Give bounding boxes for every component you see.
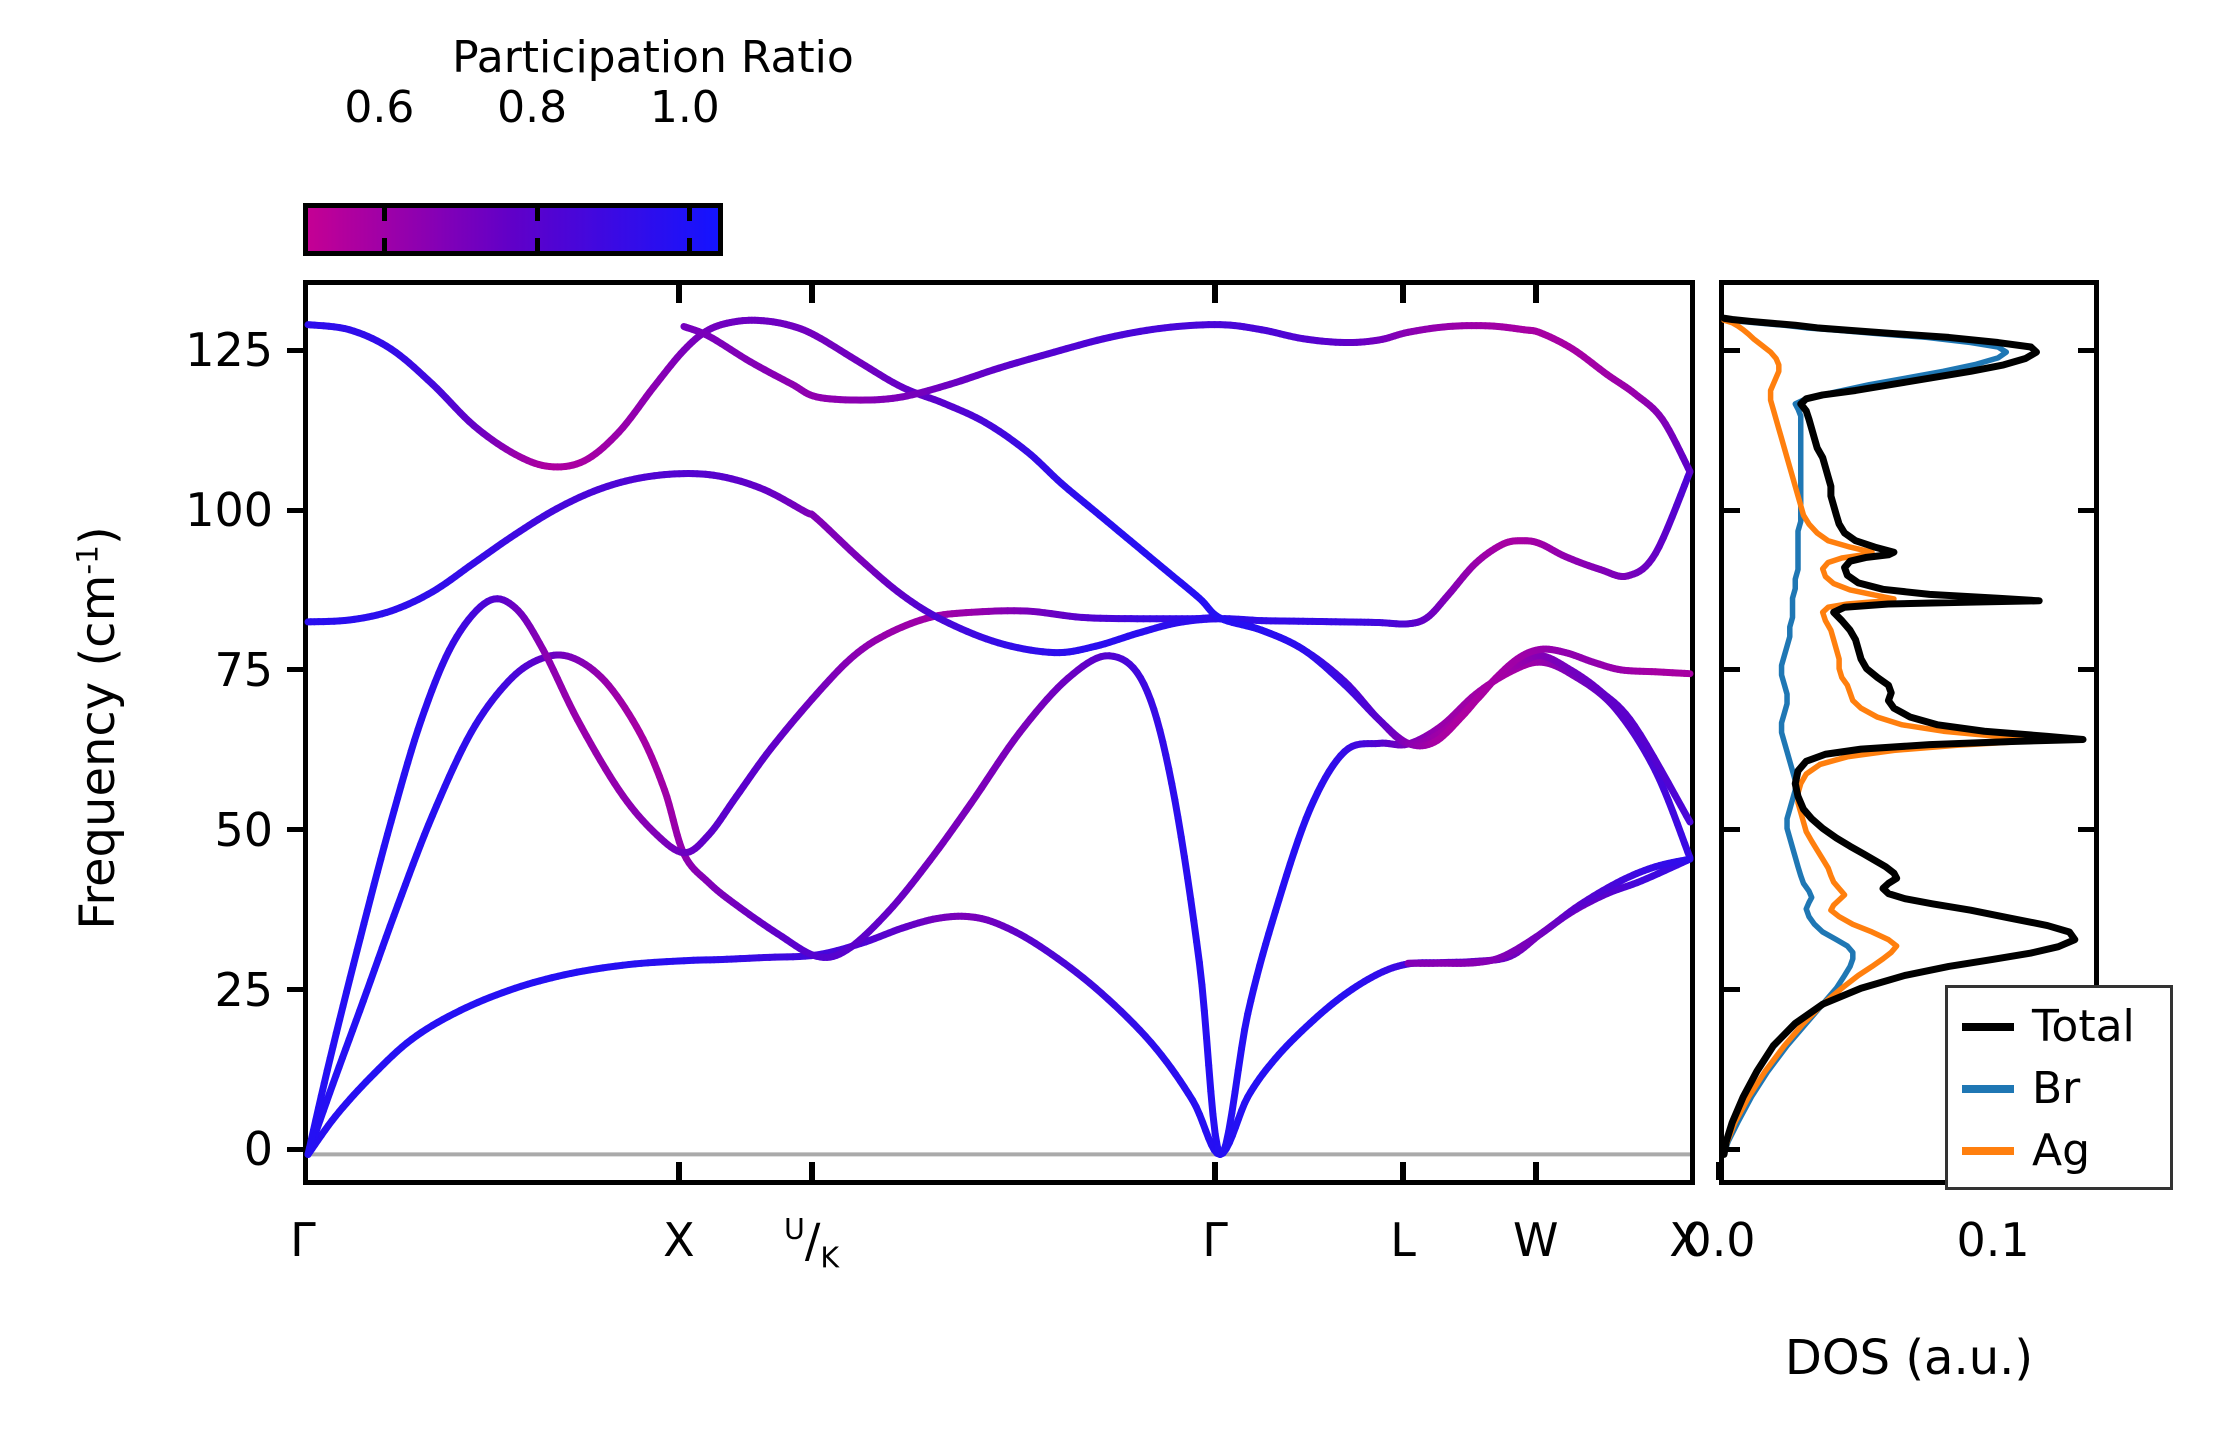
high-symmetry-label: L (1390, 1213, 1416, 1267)
y-axis-label-text: Frequency (cm (70, 574, 126, 930)
y-axis-tick-label: 50 (214, 802, 273, 857)
y-axis-tick-label: 75 (214, 642, 273, 697)
dos-y-tick (2078, 507, 2094, 513)
colorbar-tick (381, 208, 387, 221)
high-symmetry-tick (675, 285, 682, 303)
colorbar-tick (381, 238, 387, 251)
phonon-band-curve (1404, 855, 1694, 967)
dos-curve-ag (1721, 317, 2040, 1158)
high-symmetry-tick (1212, 285, 1219, 303)
phonon-band-curve (304, 595, 1694, 1158)
y-axis-tick-label: 100 (185, 483, 273, 538)
dos-y-tick (2078, 827, 2094, 833)
high-symmetry-label: Γ (1202, 1213, 1228, 1267)
y-axis-tick-label: 25 (214, 962, 273, 1017)
dos-curve-total (1720, 314, 2087, 1158)
legend-entry: Ag (1948, 1120, 2170, 1182)
y-axis-tick (287, 987, 303, 993)
legend-color-swatch (1962, 1023, 2014, 1031)
high-symmetry-tick (808, 1162, 815, 1180)
high-symmetry-tick (1212, 1162, 1219, 1180)
high-symmetry-label: W (1512, 1213, 1559, 1267)
high-symmetry-tick (1400, 285, 1407, 303)
dos-y-tick (1724, 507, 1740, 513)
legend-label: Total (2032, 1001, 2135, 1052)
legend-label: Br (2032, 1063, 2081, 1114)
colorbar-tick-labels: 0.6 0.8 1.0 (0, 82, 2222, 133)
legend-entry: Total (1948, 996, 2170, 1058)
high-symmetry-tick (1400, 1162, 1407, 1180)
y-axis-label: Frequency (cm-1) (70, 448, 126, 1008)
dos-y-tick (2078, 347, 2094, 353)
colorbar-tick-label: 0.6 (344, 82, 415, 133)
colorbar-tick (687, 208, 693, 221)
y-axis-tick-label: 125 (185, 323, 273, 378)
phonon-band-curve (304, 855, 1694, 1158)
y-axis-label-exponent: -1 (70, 544, 106, 575)
dos-legend: Total Br Ag (1945, 985, 2173, 1190)
y-axis-tick (287, 827, 303, 833)
dos-plot (1720, 314, 2087, 1158)
colorbar-tick (687, 238, 693, 251)
high-symmetry-tick (1532, 285, 1539, 303)
dos-y-tick (2078, 667, 2094, 673)
colorbar (303, 203, 723, 256)
band-structure-plot (304, 316, 1694, 1158)
dos-x-tick (1716, 1162, 1722, 1180)
dos-axis-label: DOS (a.u.) (1784, 1330, 2034, 1386)
dos-x-tick-label: 0.0 (1682, 1213, 1756, 1267)
high-symmetry-tick (675, 1162, 682, 1180)
colorbar-tick-label: 1.0 (649, 82, 720, 133)
colorbar-gradient (308, 208, 718, 251)
high-symmetry-tick (808, 285, 815, 303)
high-symmetry-label: Γ (290, 1213, 316, 1267)
dos-x-tick-label: 0.1 (1956, 1213, 2030, 1267)
dos-y-tick (1724, 987, 1740, 993)
high-symmetry-tick (1532, 1162, 1539, 1180)
legend-label: Ag (2032, 1125, 2091, 1176)
high-symmetry-label: U/K (784, 1213, 840, 1275)
dos-y-tick (1724, 827, 1740, 833)
legend-entry: Br (1948, 1058, 2170, 1120)
y-axis-tick (287, 1146, 303, 1152)
y-axis-label-close: ) (70, 526, 126, 545)
y-axis-tick (287, 667, 303, 673)
colorbar-tick-label: 0.8 (497, 82, 568, 133)
phonon-band-curve (304, 651, 1694, 1158)
colorbar-tick (534, 208, 540, 221)
legend-color-swatch (1962, 1085, 2014, 1093)
high-symmetry-label: X (1669, 1213, 1701, 1267)
phonon-band-curve (680, 321, 1694, 476)
y-axis-tick (287, 347, 303, 353)
dos-y-tick (1724, 347, 1740, 353)
legend-color-swatch (1962, 1147, 2014, 1155)
y-axis-tick (287, 507, 303, 513)
dos-y-tick (1724, 667, 1740, 673)
phonon-band-structure-panel (303, 280, 1695, 1185)
high-symmetry-label: X (663, 1213, 695, 1267)
colorbar-tick (534, 238, 540, 251)
y-axis-tick-label: 0 (243, 1122, 273, 1177)
dos-y-tick (1724, 1146, 1740, 1152)
colorbar-title: Participation Ratio (452, 32, 854, 83)
phonon-band-curve (304, 316, 1694, 750)
phonon-band-curve (304, 468, 1694, 657)
